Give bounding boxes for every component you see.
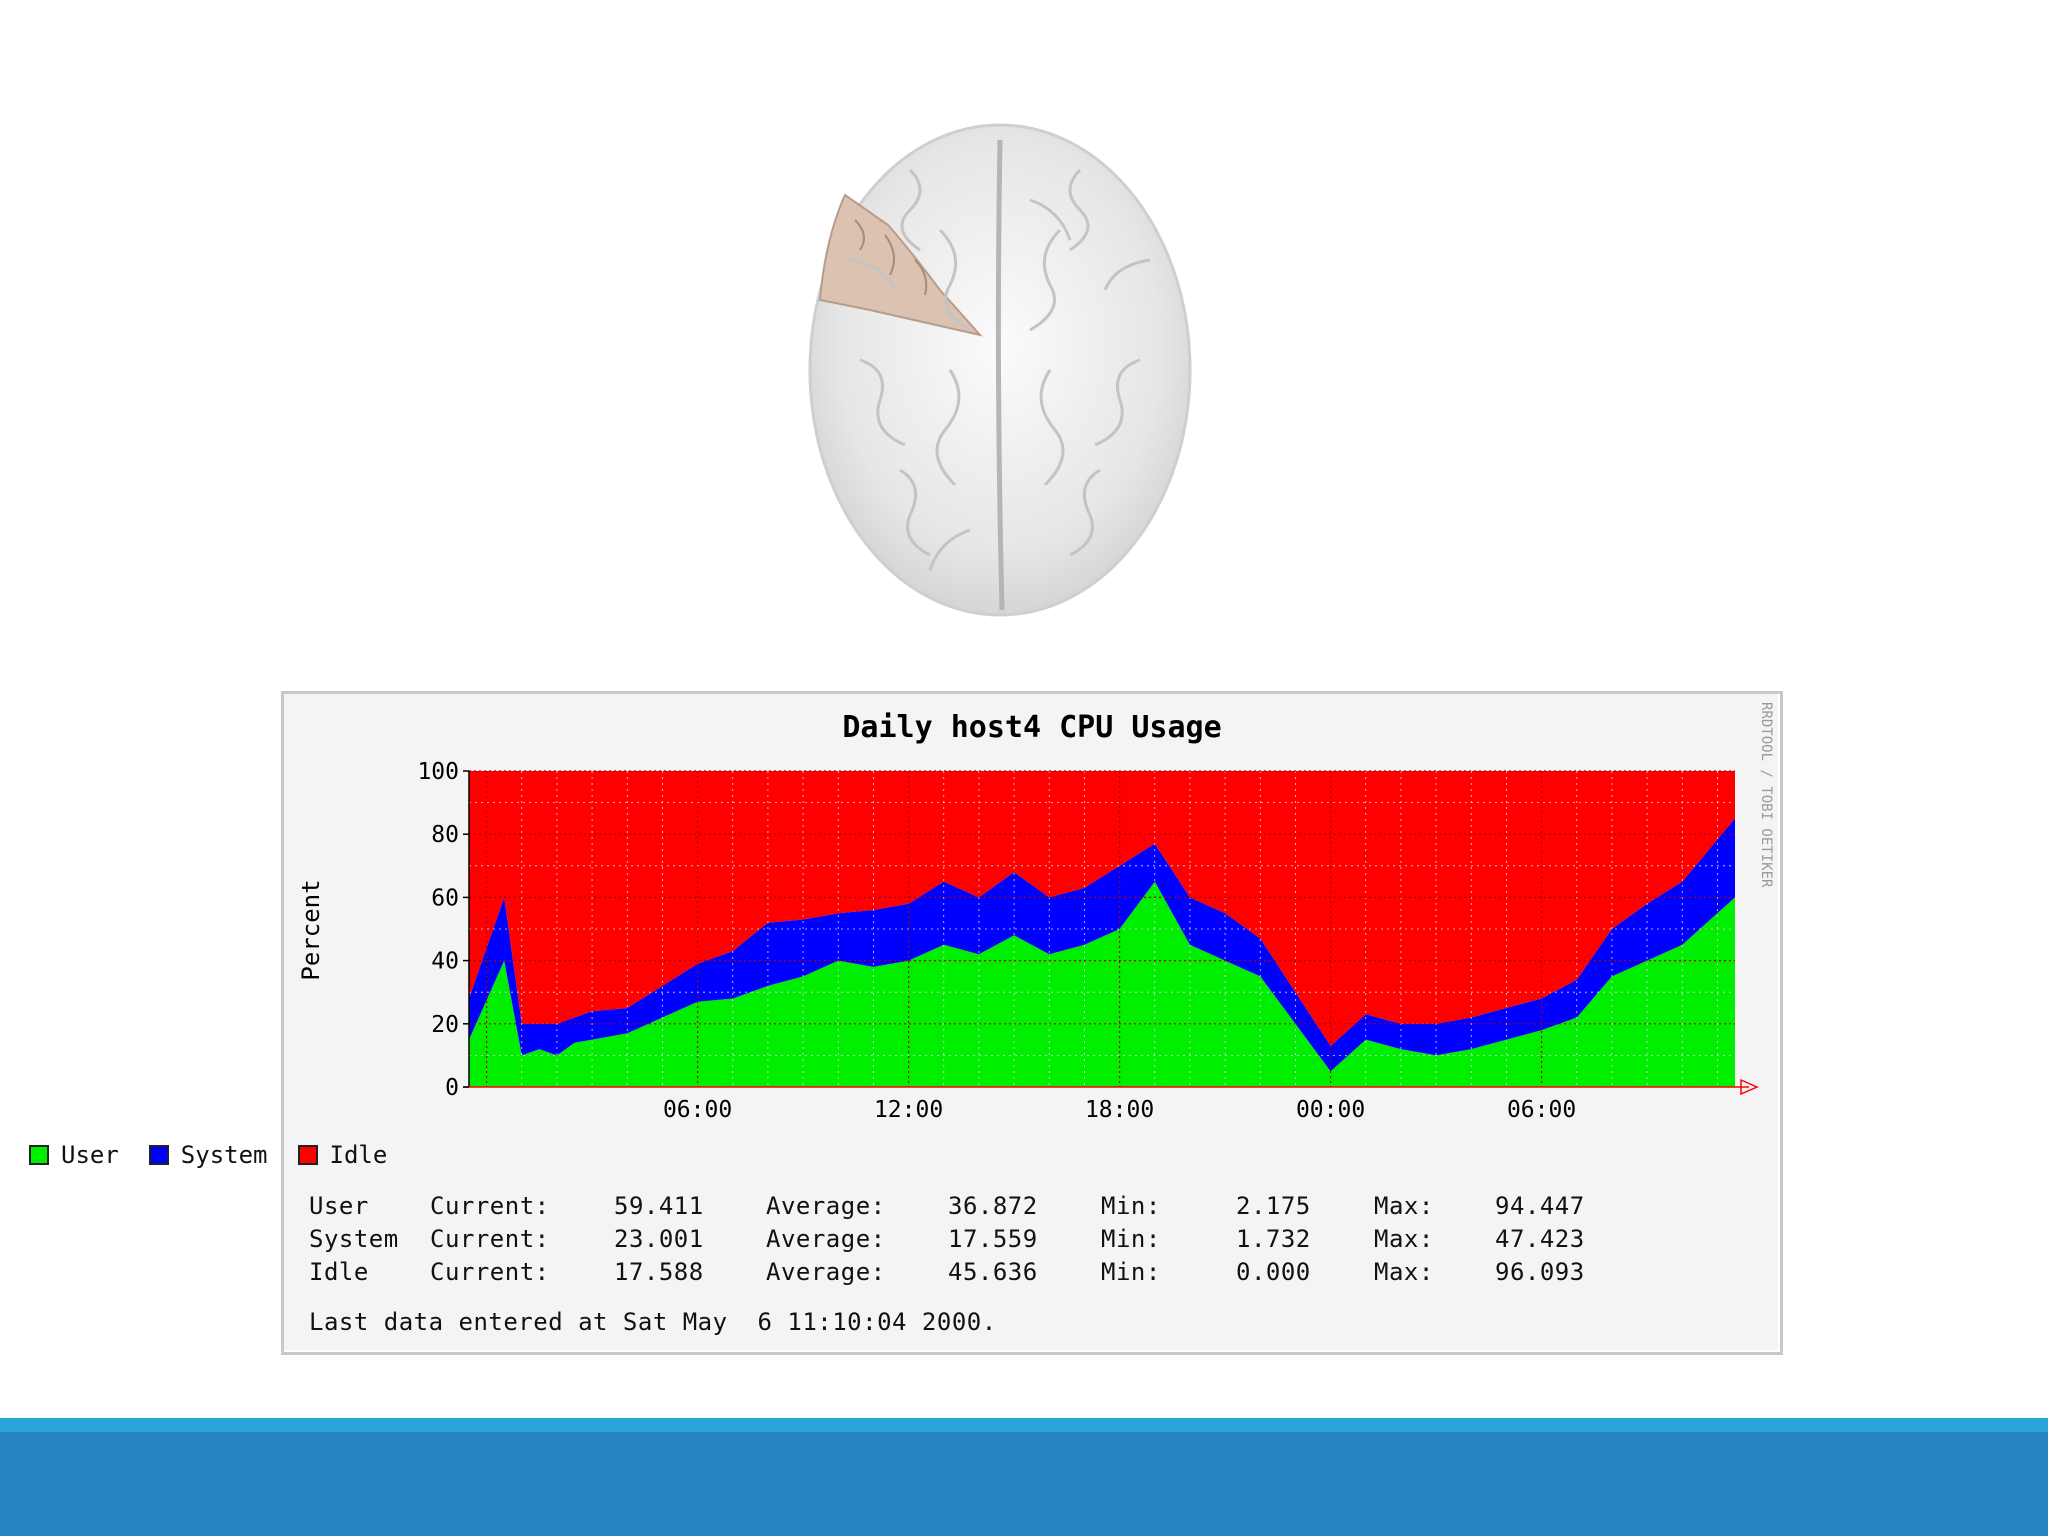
x-tick-label: 12:00	[874, 1097, 943, 1123]
stats-current-value: 23.001	[614, 1225, 704, 1253]
legend-swatch-system	[148, 1145, 169, 1165]
legend-label-user: User	[61, 1141, 119, 1169]
footer-accent-strip	[0, 1418, 2048, 1432]
legend-label-idle: Idle	[329, 1141, 388, 1169]
stats-header-max: Max:	[1374, 1192, 1434, 1220]
stats-header-average: Average:	[766, 1192, 886, 1220]
brain-illustration	[808, 123, 1192, 617]
chart-title: Daily host4 CPU Usage	[842, 710, 1221, 745]
stats-average-value: 45.636	[948, 1258, 1038, 1286]
series-area-idle	[469, 771, 1735, 1046]
y-tick-label: 100	[417, 759, 459, 785]
stats-header-current: Current:	[430, 1192, 550, 1220]
stats-header-min: Min:	[1101, 1192, 1161, 1220]
stats-current-value: 59.411	[614, 1192, 704, 1220]
stats-header-average: Average:	[766, 1258, 886, 1286]
x-tick-label: 06:00	[663, 1097, 732, 1123]
stats-row-name: Idle	[309, 1258, 369, 1286]
y-tick-label: 0	[445, 1075, 459, 1101]
rrdtool-watermark: RRDTOOL / TOBI OETIKER	[1758, 702, 1774, 888]
stats-header-current: Current:	[430, 1258, 550, 1286]
legend-item-user: User	[29, 1141, 119, 1169]
plot-area: 0 20 40 60 80 100 06:00 12:00 18:00 00:00 06:00	[417, 759, 1759, 1123]
stats-header-min: Min:	[1101, 1225, 1161, 1253]
last-update-text: Last data entered at Sat May 6 11:10:04 …	[309, 1308, 997, 1336]
stats-average-value: 36.872	[948, 1192, 1038, 1220]
stats-header-average: Average:	[766, 1225, 886, 1253]
stats-min-value: 2.175	[1236, 1192, 1311, 1220]
legend-swatch-idle	[297, 1145, 318, 1165]
legend-item-idle: Idle	[297, 1141, 388, 1169]
stats-row-name: User	[309, 1192, 369, 1220]
stats-max-value: 47.423	[1495, 1225, 1585, 1253]
stats-max-value: 94.447	[1495, 1192, 1585, 1220]
x-tick-label: 00:00	[1296, 1097, 1365, 1123]
stats-min-value: 0.000	[1236, 1258, 1311, 1286]
stats-current-value: 17.588	[614, 1258, 704, 1286]
y-tick-label: 60	[431, 885, 459, 911]
x-axis-arrow	[1740, 1078, 1759, 1096]
stats-header-max: Max:	[1374, 1258, 1434, 1286]
legend-label-system: System	[180, 1141, 268, 1169]
stats-min-value: 1.732	[1236, 1225, 1311, 1253]
stats-header-max: Max:	[1374, 1225, 1434, 1253]
legend-item-system: System	[148, 1141, 268, 1169]
y-axis-label: Percent	[297, 879, 325, 980]
y-tick-label: 80	[431, 822, 459, 848]
chart-legend: User System Idle	[29, 1141, 417, 1169]
stats-row-name: System	[309, 1225, 399, 1253]
footer-bar	[0, 1432, 2048, 1536]
stats-header-current: Current:	[430, 1225, 550, 1253]
x-tick-label: 06:00	[1507, 1097, 1576, 1123]
y-tick-label: 20	[431, 1012, 459, 1038]
series-area-user	[469, 881, 1735, 1087]
y-tick-label: 40	[431, 949, 459, 975]
legend-swatch-user	[29, 1145, 49, 1165]
x-tick-label: 18:00	[1085, 1097, 1154, 1123]
stats-header-min: Min:	[1101, 1258, 1161, 1286]
stats-average-value: 17.559	[948, 1225, 1038, 1253]
stats-max-value: 96.093	[1495, 1258, 1585, 1286]
